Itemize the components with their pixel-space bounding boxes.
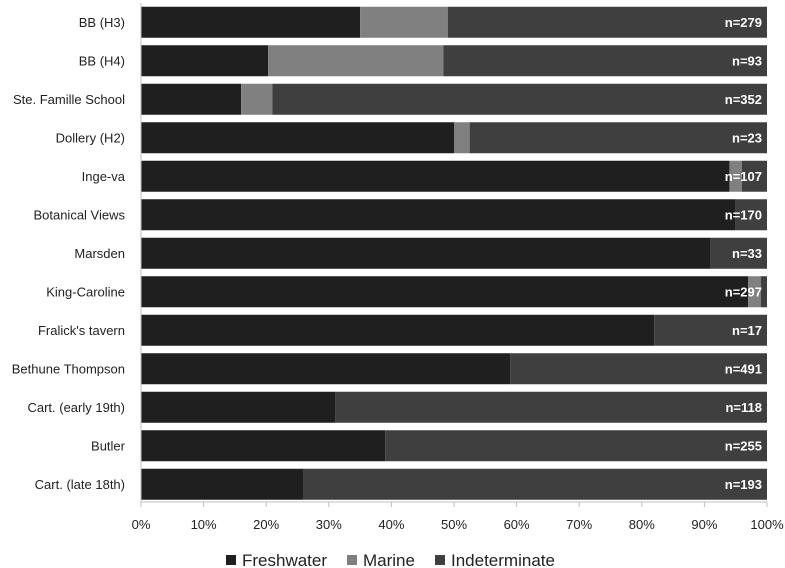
bar-indeterminate-inge-va	[741, 160, 767, 192]
legend-swatch-marine	[347, 555, 357, 565]
sample-size-label: n=352	[725, 92, 762, 107]
bar-freshwater-cart-early-19th	[141, 391, 336, 423]
bar-indeterminate-ste-famille-school	[272, 83, 767, 115]
category-label: Ste. Famille School	[13, 92, 125, 107]
bar-marine-king-caroline	[748, 276, 761, 308]
legend-label-marine: Marine	[363, 551, 415, 568]
bar-freshwater-botanical-views	[141, 199, 736, 231]
bar-freshwater-bethune-thompson	[141, 353, 511, 385]
sample-size-label: n=17	[732, 323, 762, 338]
x-tick-label: 60%	[504, 517, 530, 532]
sample-size-label: n=118	[725, 400, 762, 415]
category-label: Cart. (late 18th)	[35, 477, 125, 492]
bar-marine-bb-h3	[360, 6, 448, 38]
sample-size-label: n=297	[725, 284, 762, 299]
x-tick-label: 90%	[691, 517, 717, 532]
x-tick-label: 70%	[566, 517, 592, 532]
bar-indeterminate-dollery-h2	[469, 122, 767, 154]
x-tick-label: 0%	[132, 517, 151, 532]
bar-indeterminate-cart-early-19th	[335, 391, 767, 423]
bar-marine-ste-famille-school	[241, 83, 273, 115]
category-label: Dollery (H2)	[56, 130, 125, 145]
sample-size-label: n=170	[725, 207, 762, 222]
category-label: BB (H4)	[79, 53, 125, 68]
x-tick-label: 40%	[378, 517, 404, 532]
category-labels: BB (H3) BB (H4) Ste. Famille School Dollery…	[12, 15, 126, 492]
bar-indeterminate-king-caroline	[760, 276, 767, 308]
bar-freshwater-cart-late-18th	[141, 468, 304, 500]
sample-size-labels: n=279 n=93 n=352 n=23 n=107 n=170 n=33 n=297 n=1…	[725, 15, 762, 492]
legend: Freshwater Marine Indeterminate	[226, 551, 555, 568]
sample-size-label: n=193	[725, 477, 762, 492]
bar-freshwater-inge-va	[141, 160, 730, 192]
bar-freshwater-butler	[141, 430, 386, 462]
sample-size-label: n=107	[725, 169, 762, 184]
category-label: Fralick's tavern	[38, 323, 125, 338]
category-label: Inge-va	[82, 169, 126, 184]
legend-label-freshwater: Freshwater	[242, 551, 327, 568]
bar-indeterminate-botanical-views	[735, 199, 767, 231]
category-label: Cart. (early 19th)	[27, 400, 125, 415]
bar-indeterminate-bb-h3	[447, 6, 767, 38]
bar-indeterminate-marsden	[710, 237, 767, 269]
category-label: BB (H3)	[79, 15, 125, 30]
category-label: Botanical Views	[33, 207, 125, 222]
bar-freshwater-marsden	[141, 237, 711, 269]
bar-marine-dollery-h2	[454, 122, 470, 154]
bar-freshwater-bb-h3	[141, 6, 361, 38]
bar-marine-bb-h4	[268, 45, 444, 77]
category-label: Bethune Thompson	[12, 361, 125, 376]
bar-indeterminate-cart-late-18th	[303, 468, 767, 500]
x-tick-label: 50%	[441, 517, 467, 532]
x-tick-label: 100%	[750, 517, 784, 532]
bar-freshwater-bb-h4	[141, 45, 269, 77]
x-tick-label: 30%	[316, 517, 342, 532]
sample-size-label: n=23	[732, 130, 762, 145]
legend-label-indeterminate: Indeterminate	[451, 551, 555, 568]
bar-freshwater-dollery-h2	[141, 122, 454, 154]
category-label: Butler	[91, 438, 126, 453]
sample-size-label: n=255	[725, 438, 762, 453]
bars-group	[141, 6, 767, 500]
bar-freshwater-ste-famille-school	[141, 83, 242, 115]
sample-size-label: n=491	[725, 361, 762, 376]
bar-freshwater-fralick-s-tavern	[141, 314, 655, 346]
category-label: Marsden	[74, 246, 125, 261]
bar-indeterminate-bb-h4	[443, 45, 767, 77]
sample-size-label: n=279	[725, 15, 762, 30]
x-tick-labels: 0% 10% 20% 30% 40% 50% 60% 70% 80% 90% 100%	[132, 502, 784, 532]
category-label: King-Caroline	[46, 284, 125, 299]
sample-size-label: n=33	[732, 246, 762, 261]
sample-size-label: n=93	[732, 53, 762, 68]
x-tick-label: 10%	[191, 517, 217, 532]
x-tick-label: 80%	[629, 517, 655, 532]
legend-swatch-freshwater	[226, 555, 236, 565]
legend-swatch-indeterminate	[435, 555, 445, 565]
bar-indeterminate-fralick-s-tavern	[654, 314, 767, 346]
bar-indeterminate-butler	[385, 430, 767, 462]
bar-marine-inge-va	[729, 160, 742, 192]
bar-indeterminate-bethune-thompson	[510, 353, 767, 385]
x-tick-label: 20%	[253, 517, 279, 532]
bar-freshwater-king-caroline	[141, 276, 749, 308]
